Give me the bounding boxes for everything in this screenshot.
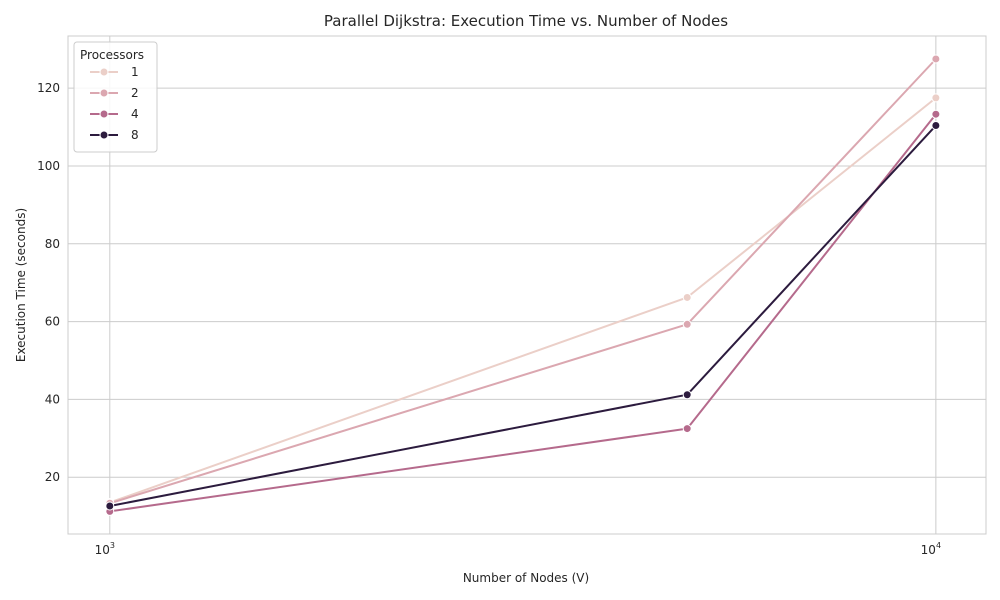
data-point-4 bbox=[931, 109, 941, 119]
grid bbox=[68, 36, 986, 534]
y-tick-label: 40 bbox=[45, 392, 60, 406]
legend-item-2: 2 bbox=[90, 86, 139, 100]
data-point-4 bbox=[682, 424, 692, 434]
legend-item-8: 8 bbox=[90, 128, 139, 142]
legend-item-4: 4 bbox=[90, 107, 139, 121]
data-point-8 bbox=[105, 501, 115, 511]
series-line-8 bbox=[108, 124, 937, 507]
legend-title: Processors bbox=[80, 48, 144, 62]
x-tick-label: 103 bbox=[95, 541, 115, 557]
legend-label: 2 bbox=[131, 86, 139, 100]
x-tick-label: 104 bbox=[921, 541, 941, 557]
data-point-1 bbox=[682, 292, 692, 302]
series-line-1 bbox=[108, 96, 937, 504]
data-point-1 bbox=[931, 93, 941, 103]
legend-items: 1 2 4 8 bbox=[90, 65, 139, 142]
data-point-8 bbox=[682, 390, 692, 400]
y-tick-label: 100 bbox=[37, 159, 60, 173]
legend-marker-swatch bbox=[99, 88, 109, 98]
legend-marker-swatch bbox=[99, 130, 109, 140]
legend-marker-swatch bbox=[99, 109, 109, 119]
x-axis-label: Number of Nodes (V) bbox=[463, 571, 589, 585]
series-line-2 bbox=[108, 58, 937, 505]
data-point-8 bbox=[931, 120, 941, 130]
y-axis-label: Execution Time (seconds) bbox=[14, 208, 28, 362]
legend-box bbox=[73, 41, 158, 153]
data-point-2 bbox=[682, 319, 692, 329]
legend-item-1: 1 bbox=[90, 65, 139, 79]
chart-title: Parallel Dijkstra: Execution Time vs. Nu… bbox=[324, 12, 728, 30]
legend-label: 4 bbox=[131, 107, 139, 121]
legend-label: 8 bbox=[131, 128, 139, 142]
legend-label: 1 bbox=[131, 65, 139, 79]
y-tick-label: 120 bbox=[37, 81, 60, 95]
series-line-4 bbox=[108, 113, 937, 513]
x-axis-ticks: 103 104 bbox=[95, 541, 941, 557]
y-axis-ticks: 20 40 60 80 100 120 bbox=[37, 81, 60, 484]
legend-marker-swatch bbox=[99, 67, 109, 77]
y-tick-label: 80 bbox=[45, 237, 60, 251]
data-point-2 bbox=[931, 54, 941, 64]
legend: Processors 1 2 4 8 bbox=[73, 41, 158, 153]
series-lines bbox=[108, 58, 937, 513]
plot-frame bbox=[67, 35, 987, 535]
y-tick-label: 20 bbox=[45, 470, 60, 484]
series-markers bbox=[105, 54, 941, 516]
y-tick-label: 60 bbox=[45, 315, 60, 329]
